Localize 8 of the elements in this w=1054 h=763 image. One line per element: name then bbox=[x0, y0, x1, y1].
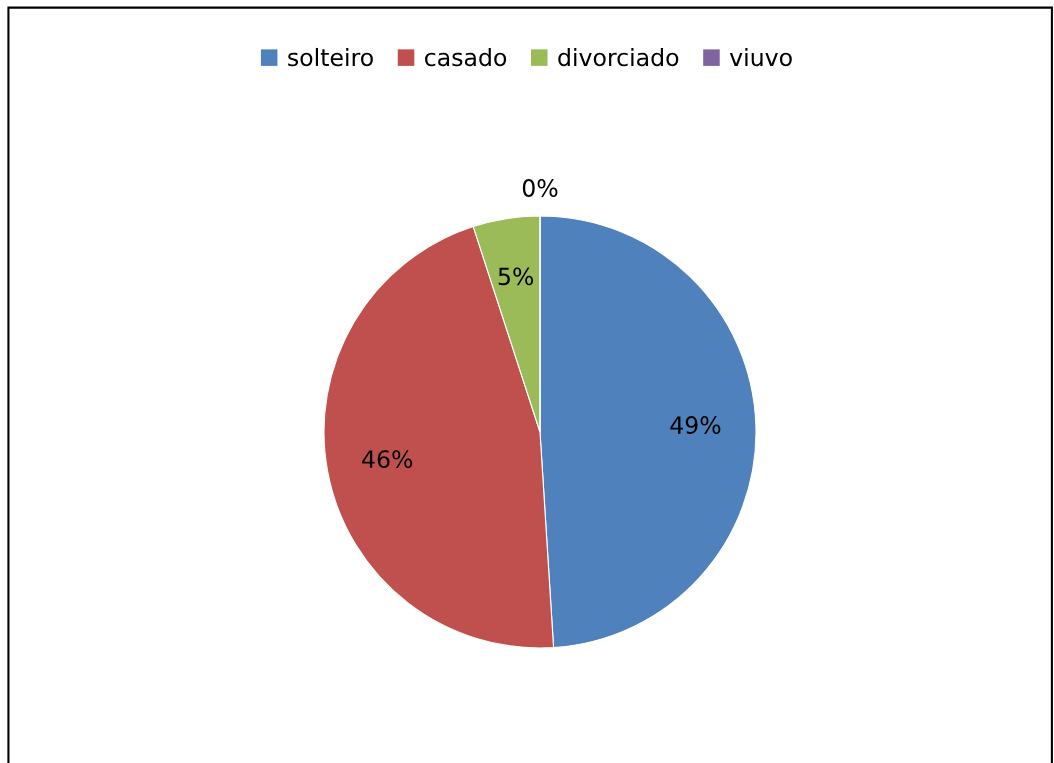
data-label: 5% bbox=[498, 267, 534, 286]
data-label: 46% bbox=[362, 450, 413, 468]
legend-label: solteiro bbox=[288, 47, 373, 67]
legend-label: divorciado bbox=[558, 47, 679, 67]
legend-label: viuvo bbox=[729, 47, 792, 67]
legend-label: casado bbox=[425, 47, 507, 67]
data-label: 49% bbox=[670, 416, 721, 434]
text: 0% bbox=[522, 179, 558, 197]
